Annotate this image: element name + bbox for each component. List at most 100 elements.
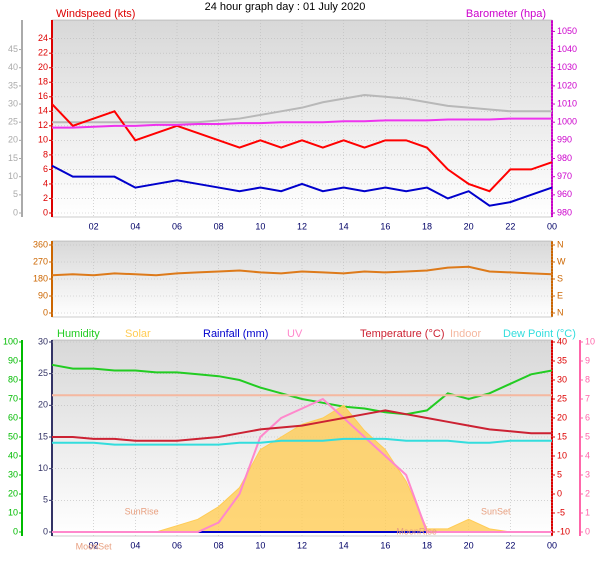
y-axis-title: Windspeed (kts) (56, 8, 135, 20)
tick-label: 40 (8, 62, 18, 72)
x-tick-label: 00 (547, 540, 557, 550)
tick-label: 980 (557, 207, 572, 217)
x-tick-label: 14 (339, 540, 349, 550)
x-tick-label: 08 (214, 221, 224, 231)
tick-label: 960 (557, 189, 572, 199)
tick-label: 1000 (557, 117, 577, 127)
event-label: SunSet (481, 506, 511, 516)
x-tick-label: 14 (339, 221, 349, 231)
y2-axis-title: Barometer (hpa) (466, 8, 546, 20)
tick-label: 270 (33, 256, 48, 266)
tick-label: 4 (585, 450, 590, 460)
tick-label: 1010 (557, 98, 577, 108)
tick-label: 0 (43, 207, 48, 217)
tick-label: 40 (557, 336, 567, 346)
x-tick-label: 00 (547, 221, 557, 231)
tick-label: 15 (8, 153, 18, 163)
tick-label: -5 (557, 507, 565, 517)
event-label: SunRise (125, 506, 159, 516)
tick-label: 20 (8, 135, 18, 145)
tick-label: S (557, 273, 563, 283)
event-label: MoonRise (396, 526, 437, 536)
tick-label: 100 (3, 336, 18, 346)
tick-label: 360 (33, 239, 48, 249)
tick-label: 3 (585, 469, 590, 479)
tick-label: 980 (557, 153, 572, 163)
x-tick-label: 02 (89, 540, 99, 550)
series-line (52, 437, 552, 446)
x-tick-label: 18 (422, 540, 432, 550)
x-tick-label: 08 (214, 540, 224, 550)
tick-label: 0 (557, 488, 562, 498)
legend-label: Humidity (57, 328, 100, 340)
tick-label: 40 (8, 450, 18, 460)
legend-label: Rainfall (mm) (203, 328, 268, 340)
x-tick-label: 06 (172, 540, 182, 550)
tick-label: 10 (38, 463, 48, 473)
tick-label: 35 (557, 355, 567, 365)
tick-label: 90 (38, 290, 48, 300)
tick-label: 15 (38, 431, 48, 441)
tick-label: 10 (585, 336, 595, 346)
tick-label: 30 (8, 469, 18, 479)
tick-label: 25 (38, 368, 48, 378)
tick-label: 2 (43, 193, 48, 203)
tick-label: 80 (8, 374, 18, 384)
x-tick-label: 16 (380, 540, 390, 550)
series-line (51, 103, 553, 193)
x-tick-label: 10 (255, 221, 265, 231)
tick-label: 12 (38, 120, 48, 130)
tick-label: 6 (585, 412, 590, 422)
tick-label: 30 (557, 374, 567, 384)
legend-label: Temperature (°C) (360, 328, 444, 340)
series-line (51, 363, 553, 416)
tick-label: 1030 (557, 62, 577, 72)
tick-label: 30 (8, 98, 18, 108)
tick-label: 5 (13, 189, 18, 199)
tick-label: 20 (38, 62, 48, 72)
tick-label: 22 (38, 48, 48, 58)
legend-label: Solar (125, 328, 151, 340)
tick-label: 2 (585, 488, 590, 498)
x-tick-label: 18 (422, 221, 432, 231)
tick-label: 970 (557, 171, 572, 181)
tick-label: 70 (8, 393, 18, 403)
tick-label: 20 (38, 400, 48, 410)
tick-label: 4 (43, 178, 48, 188)
tick-label: 20 (8, 488, 18, 498)
tick-label: 1050 (557, 26, 577, 36)
tick-label: 10 (557, 450, 567, 460)
legend-label: Dew Point (°C) (503, 328, 576, 340)
tick-label: W (557, 256, 566, 266)
tick-label: 30 (38, 336, 48, 346)
tick-label: 0 (13, 526, 18, 536)
legend-label: UV (287, 328, 303, 340)
tick-label: 60 (8, 412, 18, 422)
tick-label: 35 (8, 80, 18, 90)
tick-label: 0 (13, 207, 18, 217)
tick-label: 10 (38, 135, 48, 145)
x-tick-label: 12 (297, 540, 307, 550)
tick-label: 1020 (557, 80, 577, 90)
tick-label: 90 (8, 355, 18, 365)
x-tick-label: 12 (297, 221, 307, 231)
tick-label: 14 (38, 106, 48, 116)
x-tick-label: 02 (89, 221, 99, 231)
tick-label: 990 (557, 135, 572, 145)
series-line (51, 164, 553, 207)
x-tick-label: 10 (255, 540, 265, 550)
tick-label: 0 (43, 526, 48, 536)
tick-label: 20 (557, 412, 567, 422)
tick-label: 1040 (557, 44, 577, 54)
chart-title: 24 hour graph day : 01 July 2020 (205, 1, 366, 13)
tick-label: N (557, 307, 564, 317)
tick-label: 8 (585, 374, 590, 384)
tick-label: 0 (585, 526, 590, 536)
x-tick-label: 04 (130, 221, 140, 231)
tick-label: 18 (38, 77, 48, 87)
series-line (52, 397, 552, 533)
tick-label: 6 (43, 164, 48, 174)
tick-label: 15 (557, 431, 567, 441)
tick-label: 16 (38, 91, 48, 101)
